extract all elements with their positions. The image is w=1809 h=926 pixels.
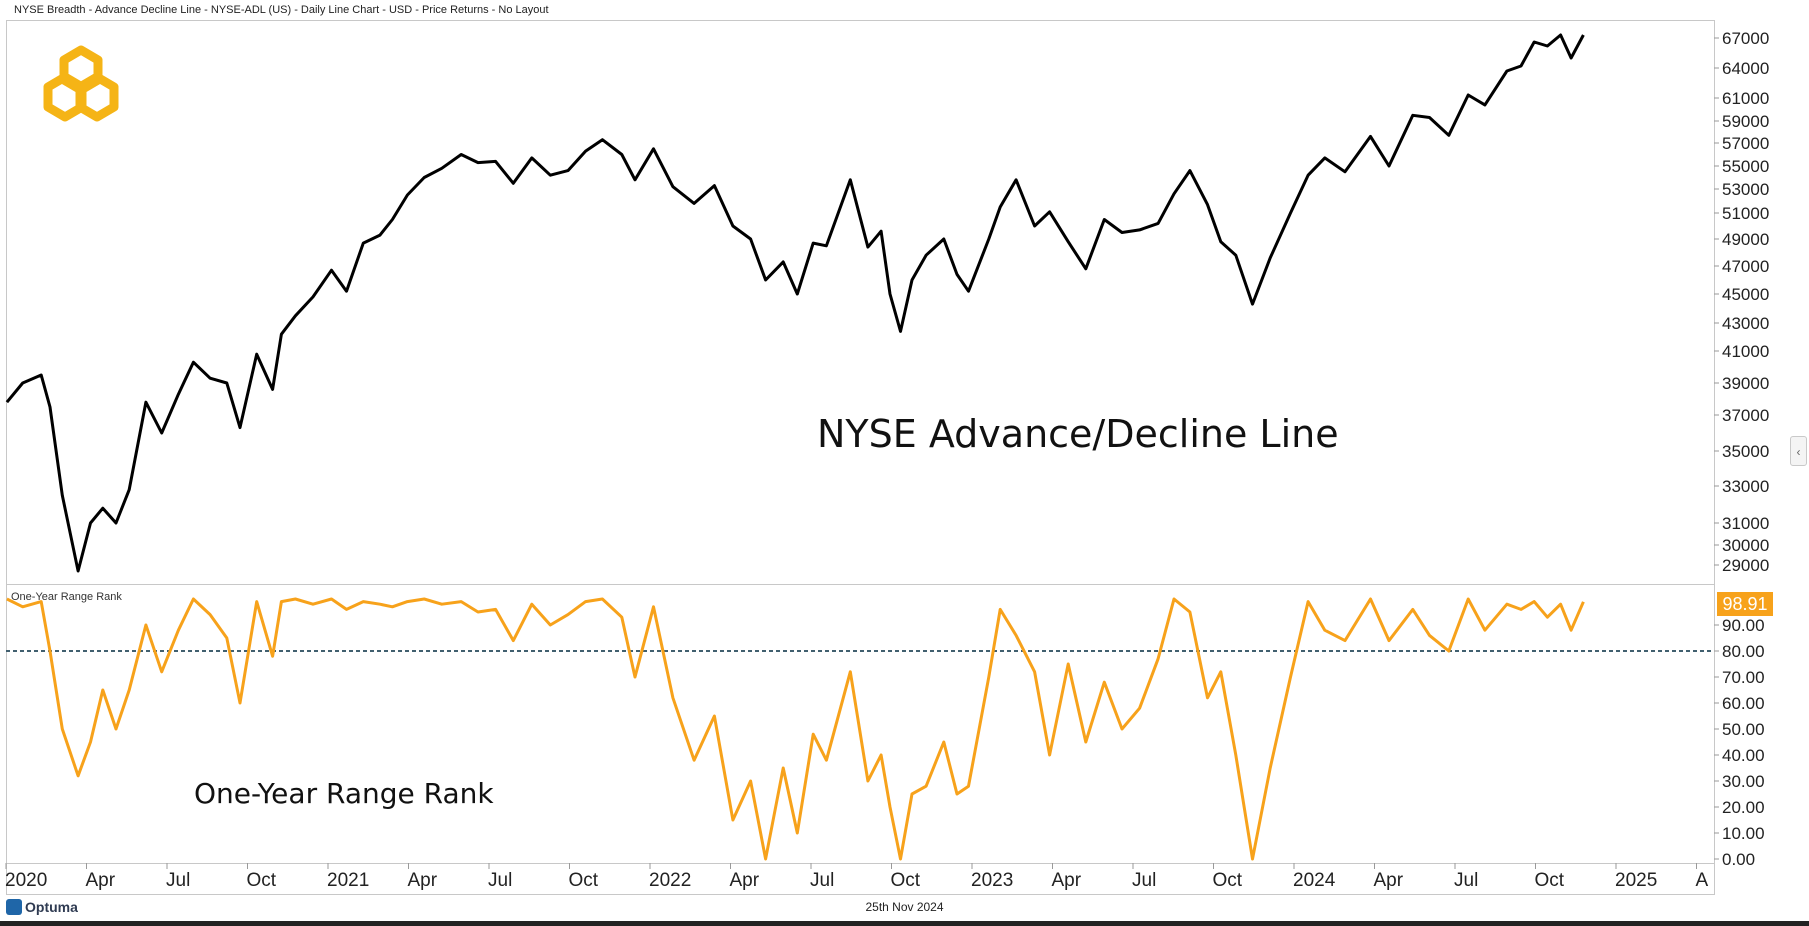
adl-y-tick-label: 31000 xyxy=(1722,514,1769,533)
adl-y-tick-label: 29000 xyxy=(1722,556,1769,575)
x-tick-label: Jul xyxy=(488,870,512,891)
x-tick-label: Jul xyxy=(1454,870,1478,891)
adl-y-tick-label: 33000 xyxy=(1722,477,1769,496)
x-tick-label: Oct xyxy=(1535,870,1565,891)
adl-y-tick-label: 30000 xyxy=(1722,536,1769,555)
brand-name: Optuma xyxy=(25,899,78,915)
adl-y-tick-label: 43000 xyxy=(1722,314,1769,333)
adl-y-tick-label: 67000 xyxy=(1722,29,1769,48)
x-axis: 2020 Apr Jul Oct 2021 Apr Jul Oct 2022 Apr Jul Oct 2… xyxy=(5,863,1709,891)
x-tick-label: Jul xyxy=(810,870,834,891)
adl-y-tick-label: 41000 xyxy=(1722,342,1769,361)
x-tick-label: Oct xyxy=(891,870,921,891)
x-tick-label: Apr xyxy=(86,870,116,891)
hexagon-logo-icon xyxy=(43,45,119,122)
x-tick-label: Apr xyxy=(1052,870,1082,891)
x-tick-label: 2023 xyxy=(971,870,1013,891)
rank-y-tick-label: 0.00 xyxy=(1722,850,1755,869)
rank-y-tick-label: 50.00 xyxy=(1722,720,1765,739)
bottom-bar xyxy=(0,921,1809,926)
x-tick-label: Oct xyxy=(247,870,277,891)
optuma-logo-icon: Optuma xyxy=(6,899,78,915)
rank-series-line xyxy=(6,597,1585,861)
adl-y-tick-label: 61000 xyxy=(1722,89,1769,108)
adl-y-tick-label: 53000 xyxy=(1722,180,1769,199)
adl-y-tick-label: 64000 xyxy=(1722,59,1769,78)
adl-y-tick-label: 45000 xyxy=(1722,285,1769,304)
rank-y-tick-label: 90.00 xyxy=(1722,616,1765,635)
x-tick-label: Oct xyxy=(569,870,599,891)
rank-annotation: One-Year Range Rank xyxy=(194,777,494,810)
x-tick-label: 2024 xyxy=(1293,870,1336,891)
rank-y-tick-label: 60.00 xyxy=(1722,694,1765,713)
rank-y-tick-label: 30.00 xyxy=(1722,772,1765,791)
x-tick-label: 2022 xyxy=(649,870,691,891)
footer-date: 25th Nov 2024 xyxy=(865,900,944,914)
x-tick-label: Apr xyxy=(730,870,760,891)
last-value-badge: 98.91 xyxy=(1717,592,1773,616)
adl-y-tick-label: 49000 xyxy=(1722,230,1769,249)
adl-y-tick-label: 37000 xyxy=(1722,406,1769,425)
adl-y-tick-label: 55000 xyxy=(1722,157,1769,176)
adl-annotation: NYSE Advance/Decline Line xyxy=(817,412,1339,456)
chart-frame xyxy=(6,20,1715,895)
rank-y-tick-label: 40.00 xyxy=(1722,746,1765,765)
rank-y-tick-label: 10.00 xyxy=(1722,824,1765,843)
chart-header-title: NYSE Breadth - Advance Decline Line - NY… xyxy=(14,4,549,16)
adl-y-tick-label: 35000 xyxy=(1722,442,1769,461)
x-tick-label: Jul xyxy=(1132,870,1156,891)
adl-y-tick-label: 57000 xyxy=(1722,134,1769,153)
x-tick-label: A xyxy=(1696,870,1709,891)
rank-y-tick-label: 80.00 xyxy=(1722,642,1765,661)
adl-y-tick-label: 39000 xyxy=(1722,374,1769,393)
rank-y-axis: 90.00 80.00 70.00 60.00 50.00 40.00 30.00 20.00… xyxy=(1714,616,1765,869)
x-tick-label: Jul xyxy=(166,870,190,891)
brand-mark-icon xyxy=(6,899,22,915)
x-tick-label: 2020 xyxy=(5,870,47,891)
adl-y-tick-label: 59000 xyxy=(1722,112,1769,131)
x-tick-label: Apr xyxy=(1374,870,1404,891)
adl-y-tick-label: 51000 xyxy=(1722,204,1769,223)
x-tick-label: 2025 xyxy=(1615,870,1657,891)
rank-y-tick-label: 70.00 xyxy=(1722,668,1765,687)
chevron-left-icon[interactable]: ‹ xyxy=(1790,436,1807,466)
adl-y-axis: 67000 64000 61000 59000 57000 55000 53000 51000… xyxy=(1714,29,1769,575)
x-tick-label: Oct xyxy=(1213,870,1243,891)
rank-y-tick-label: 20.00 xyxy=(1722,798,1765,817)
adl-y-tick-label: 47000 xyxy=(1722,257,1769,276)
x-tick-label: 2021 xyxy=(327,870,369,891)
rank-panel-label: One-Year Range Rank xyxy=(11,591,122,603)
adl-series-line xyxy=(5,33,1585,573)
x-tick-label: Apr xyxy=(408,870,438,891)
